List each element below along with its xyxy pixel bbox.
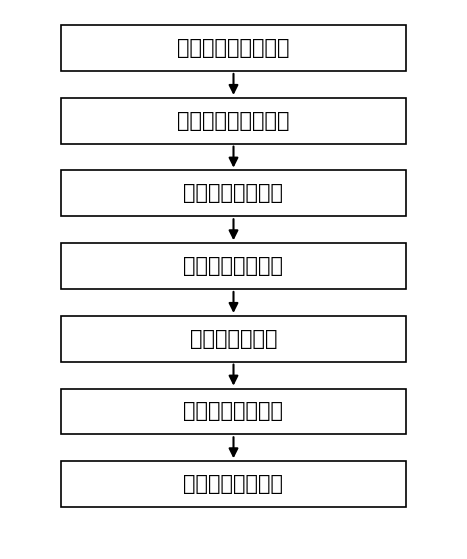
FancyBboxPatch shape (61, 389, 406, 434)
FancyBboxPatch shape (61, 243, 406, 289)
FancyBboxPatch shape (61, 98, 406, 144)
FancyBboxPatch shape (61, 25, 406, 71)
FancyBboxPatch shape (61, 461, 406, 507)
Text: 构建机床逻辑模型: 构建机床逻辑模型 (184, 183, 283, 203)
Text: 构建机床伺服模型: 构建机床伺服模型 (184, 256, 283, 276)
Text: 嵌入机床故障点: 嵌入机床故障点 (190, 329, 277, 349)
FancyBboxPatch shape (61, 316, 406, 362)
Text: 运行机床仿真模型: 运行机床仿真模型 (184, 401, 283, 421)
Text: 触发机床故障产生: 触发机床故障产生 (184, 474, 283, 494)
FancyBboxPatch shape (61, 170, 406, 216)
Text: 构建机床设置信息表: 构建机床设置信息表 (177, 38, 290, 58)
Text: 构建故障设置信息表: 构建故障设置信息表 (177, 111, 290, 131)
